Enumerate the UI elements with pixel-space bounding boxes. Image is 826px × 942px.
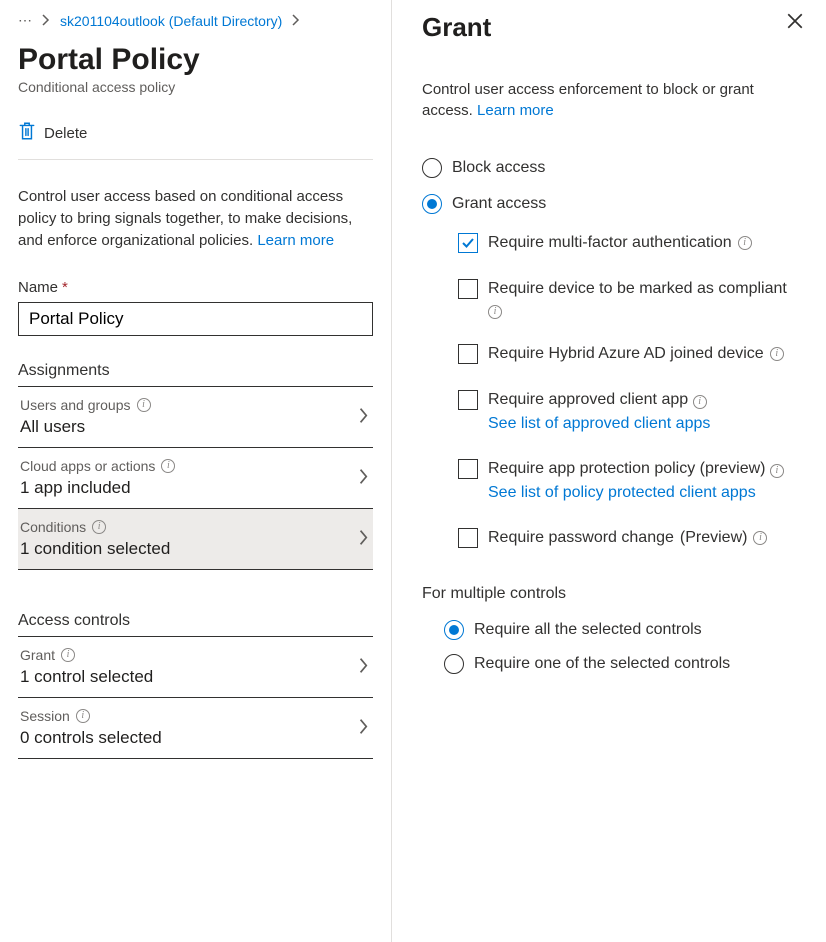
check-approved-app[interactable]: Require approved client app i See list o… [458, 389, 804, 434]
grant-checks: Require multi-factor authentication i Re… [422, 232, 804, 549]
info-icon[interactable]: i [753, 531, 767, 545]
info-icon[interactable]: i [770, 347, 784, 361]
radio-require-one[interactable]: Require one of the selected controls [422, 653, 804, 675]
check-label: Require app protection policy (preview) [488, 460, 765, 477]
radio-label: Require all the selected controls [474, 619, 702, 641]
checkbox-icon [458, 459, 478, 479]
chevron-right-icon [359, 469, 369, 488]
info-icon[interactable]: i [488, 305, 502, 319]
radio-icon [444, 654, 464, 674]
delete-button[interactable]: Delete [18, 121, 87, 145]
chevron-right-icon [359, 719, 369, 738]
nav-label: Cloud apps or actions [20, 458, 155, 474]
check-label: Require password change [488, 527, 674, 549]
breadcrumb-link[interactable]: sk201104outlook (Default Directory) [60, 13, 282, 29]
radio-label: Grant access [452, 193, 546, 215]
radio-label: Block access [452, 157, 545, 179]
preview-suffix: (Preview) [680, 527, 748, 549]
checkbox-icon [458, 344, 478, 364]
close-button[interactable] [786, 12, 804, 33]
chevron-right-icon [42, 13, 50, 29]
check-compliant[interactable]: Require device to be marked as compliant… [458, 278, 804, 320]
nav-value: All users [20, 417, 367, 437]
nav-value: 0 controls selected [20, 728, 367, 748]
policy-panel: ⋯ sk201104outlook (Default Directory) Po… [0, 0, 392, 942]
page-subtitle: Conditional access policy [18, 79, 373, 95]
nav-value: 1 condition selected [20, 539, 367, 559]
chevron-right-icon [359, 658, 369, 677]
nav-label: Conditions [20, 519, 86, 535]
radio-block-access[interactable]: Block access [422, 157, 804, 179]
info-icon[interactable]: i [76, 709, 90, 723]
info-icon[interactable]: i [693, 395, 707, 409]
radio-grant-access[interactable]: Grant access [422, 193, 804, 215]
check-hybrid[interactable]: Require Hybrid Azure AD joined device i [458, 343, 804, 365]
chevron-right-icon [359, 408, 369, 427]
nav-users-groups[interactable]: Users and groups i All users [18, 387, 373, 448]
info-icon[interactable]: i [738, 236, 752, 250]
radio-icon [422, 194, 442, 214]
info-icon[interactable]: i [61, 648, 75, 662]
grant-desc-text: Control user access enforcement to block… [422, 81, 754, 119]
delete-label: Delete [44, 125, 87, 142]
checkbox-icon [458, 233, 478, 253]
radio-require-all[interactable]: Require all the selected controls [422, 619, 804, 641]
name-label: Name * [18, 279, 373, 296]
nav-label: Grant [20, 647, 55, 663]
checkbox-icon [458, 390, 478, 410]
breadcrumb: ⋯ sk201104outlook (Default Directory) [18, 12, 373, 29]
info-icon[interactable]: i [770, 464, 784, 478]
nav-value: 1 app included [20, 478, 367, 498]
check-protection-policy[interactable]: Require app protection policy (preview) … [458, 458, 804, 503]
grant-panel: Grant Control user access enforcement to… [392, 0, 826, 942]
nav-value: 1 control selected [20, 667, 367, 687]
nav-label: Session [20, 708, 70, 724]
chevron-right-icon [359, 530, 369, 549]
radio-icon [444, 620, 464, 640]
check-label: Require multi-factor authentication [488, 232, 732, 254]
radio-label: Require one of the selected controls [474, 653, 730, 675]
multi-controls-radios: Require all the selected controls Requir… [422, 619, 804, 674]
learn-more-link[interactable]: Learn more [257, 232, 334, 249]
learn-more-link[interactable]: Learn more [477, 102, 554, 119]
policy-description: Control user access based on conditional… [18, 186, 373, 251]
checkbox-icon [458, 528, 478, 548]
nav-cloud-apps[interactable]: Cloud apps or actions i 1 app included [18, 448, 373, 509]
required-indicator: * [62, 279, 68, 296]
info-icon[interactable]: i [92, 520, 106, 534]
access-controls-heading: Access controls [18, 612, 373, 637]
radio-icon [422, 158, 442, 178]
check-mfa[interactable]: Require multi-factor authentication i [458, 232, 804, 254]
trash-icon [18, 121, 36, 145]
breadcrumb-ellipsis[interactable]: ⋯ [18, 12, 32, 29]
nav-label: Users and groups [20, 397, 131, 413]
info-icon[interactable]: i [137, 398, 151, 412]
checkbox-icon [458, 279, 478, 299]
nav-session[interactable]: Session i 0 controls selected [18, 698, 373, 759]
info-icon[interactable]: i [161, 459, 175, 473]
approved-apps-link[interactable]: See list of approved client apps [488, 413, 710, 435]
nav-grant[interactable]: Grant i 1 control selected [18, 637, 373, 698]
multi-controls-heading: For multiple controls [422, 585, 804, 603]
check-label: Require approved client app [488, 391, 688, 408]
protected-apps-link[interactable]: See list of policy protected client apps [488, 482, 784, 504]
assignments-heading: Assignments [18, 362, 373, 387]
name-label-text: Name [18, 279, 58, 296]
check-label: Require device to be marked as compliant [488, 278, 787, 300]
check-password-change[interactable]: Require password change (Preview) i [458, 527, 804, 549]
check-label: Require Hybrid Azure AD joined device [488, 343, 764, 365]
grant-description: Control user access enforcement to block… [422, 79, 804, 121]
chevron-right-icon [292, 13, 300, 29]
toolbar: Delete [18, 113, 373, 160]
nav-conditions[interactable]: Conditions i 1 condition selected [18, 509, 373, 570]
page-title: Portal Policy [18, 43, 373, 77]
name-input[interactable] [18, 302, 373, 336]
grant-title: Grant [422, 12, 491, 43]
